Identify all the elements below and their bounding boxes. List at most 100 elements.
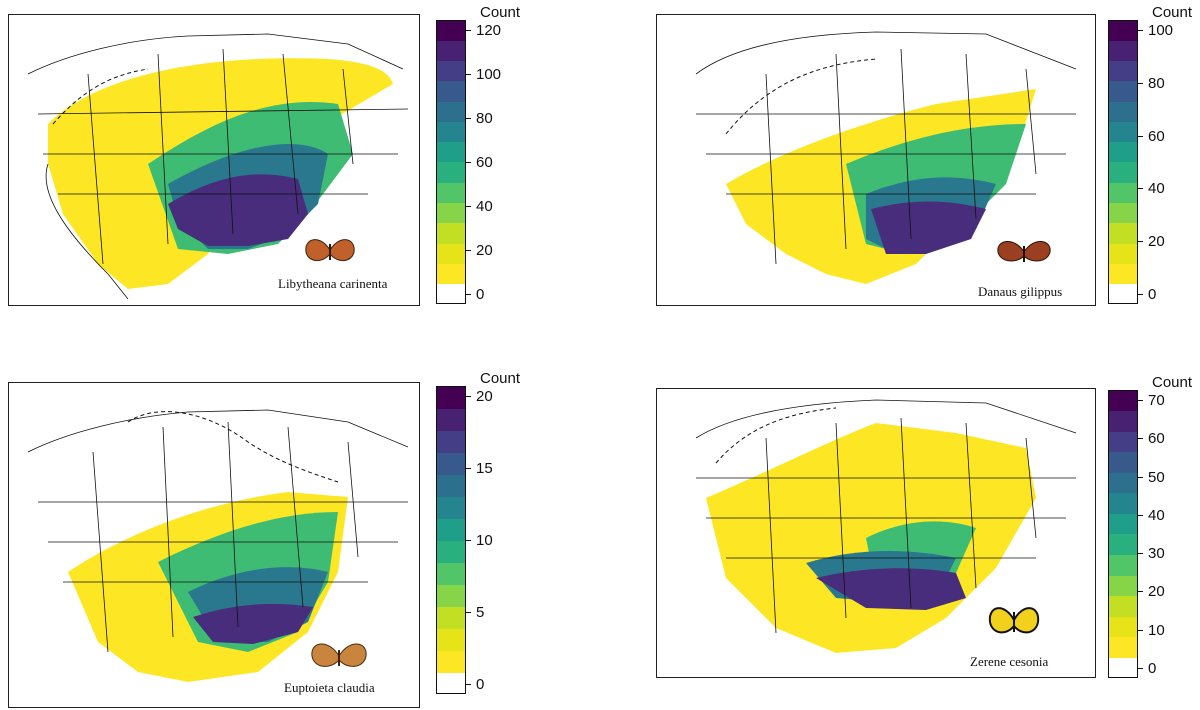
legend-tick-mark: [1138, 629, 1143, 631]
color-bar-segment: [1108, 101, 1138, 122]
legend-tick-label: 30: [1148, 545, 1165, 563]
color-legend-euptoieta: Count 0 5 10 15 20: [436, 370, 566, 696]
color-bar-segment: [436, 650, 466, 673]
legend-tick-label: 40: [476, 198, 493, 215]
species-label: Libytheana carinenta: [276, 276, 390, 292]
state-borders: [27, 409, 409, 653]
legend-tick-label: 40: [1148, 506, 1165, 524]
legend-tick-label: 60: [476, 154, 493, 171]
legend-title: Count: [480, 370, 521, 387]
color-bar-segment: [436, 452, 466, 475]
range-shading: [726, 89, 1036, 284]
color-legend-zerene: Count 0 10 20 30 40 50 60 70: [1108, 374, 1198, 680]
color-bar-segment: [436, 222, 466, 244]
color-bar-segment: [1108, 222, 1138, 244]
color-bar-segment: [436, 162, 466, 183]
legend-tick-mark: [1138, 135, 1143, 137]
state-borders: [27, 33, 409, 300]
color-bar-segment: [436, 540, 466, 563]
legend-tick-mark: [466, 540, 471, 541]
color-bar-frame: [436, 386, 466, 694]
color-bar-segment: [1108, 263, 1138, 285]
state-borders: [695, 31, 1077, 265]
color-bar-segment: [1108, 595, 1138, 617]
map-panel-libytheana: Libytheana carinenta: [8, 14, 420, 306]
color-bar-segment: [1108, 40, 1138, 62]
color-bar-segment: [436, 60, 466, 82]
legend-tick-label: 60: [1148, 127, 1165, 145]
color-bar-segment: [436, 263, 466, 285]
brown-butterfly-icon: [997, 241, 1051, 262]
legend-tick-mark: [466, 30, 471, 31]
color-bar-segment: [1108, 554, 1138, 576]
color-bar-segment: [1108, 575, 1138, 597]
color-bar-segment: [436, 518, 466, 541]
color-bar-segment: [436, 101, 466, 122]
color-bar-segment: [436, 474, 466, 497]
map-panel-euptoieta: Euptoieta claudia: [8, 382, 420, 708]
legend-tick-mark: [466, 684, 471, 685]
legend-tick-mark: [466, 74, 471, 75]
legend-tick-label: 5: [476, 604, 485, 621]
color-bar-segment: [436, 121, 466, 143]
color-bar-segment: [436, 141, 466, 163]
color-bar-segment: [1108, 283, 1138, 305]
legend-tick-mark: [1138, 476, 1143, 478]
legend-tick-mark: [466, 468, 471, 469]
legend-tick-label: 50: [1148, 468, 1165, 486]
color-bar-segment: [1108, 243, 1138, 264]
legend-tick-label: 15: [476, 460, 493, 477]
legend-tick-mark: [1138, 30, 1143, 31]
legend-tick-label: 60: [1148, 430, 1165, 448]
legend-tick-label: 10: [476, 532, 493, 549]
color-bar-segment: [436, 496, 466, 519]
color-bar-segment: [436, 584, 466, 607]
legend-tick-mark: [1138, 668, 1143, 669]
color-bar-segment: [1108, 162, 1138, 183]
migration-boundary: [725, 58, 877, 135]
legend-tick-mark: [1138, 241, 1143, 243]
map-panel-danaus: Danaus gilippus: [656, 14, 1096, 306]
legend-tick-label: 100: [1148, 22, 1174, 39]
color-bar-frame: [1108, 20, 1138, 304]
legend-tick-mark: [1138, 514, 1143, 516]
legend-tick-label: 0: [476, 676, 485, 693]
color-bar-segment: [1108, 80, 1138, 102]
legend-tick-label: 0: [476, 286, 485, 303]
state-borders: [695, 399, 1077, 634]
color-bar-segment: [436, 628, 466, 651]
range-shading: [706, 423, 1036, 653]
color-bar-segment: [1108, 431, 1138, 453]
legend-tick-mark: [1138, 82, 1143, 84]
map-panel-zerene: Zerene cesonia: [656, 388, 1096, 678]
legend-tick-label: 80: [1148, 74, 1165, 92]
species-label: Zerene cesonia: [968, 654, 1051, 670]
color-bar-segment: [436, 40, 466, 62]
color-bar-frame: [436, 20, 466, 304]
legend-tick-label: 120: [476, 22, 502, 39]
legend-title: Count: [1152, 4, 1193, 21]
color-legend-libytheana: Count 0 20 40 60 80 100 120: [436, 4, 566, 305]
legend-tick-mark: [1138, 553, 1143, 555]
legend-tick-label: 40: [1148, 180, 1165, 198]
color-bar-segment: [436, 408, 466, 431]
legend-tick-mark: [466, 118, 471, 119]
color-bar-segment: [1108, 121, 1138, 143]
legend-tick-mark: [1138, 188, 1143, 190]
species-label: Danaus gilippus: [976, 284, 1065, 300]
legend-tick-label: 0: [1148, 286, 1157, 303]
migration-boundary: [52, 68, 149, 125]
legend-tick-mark: [1138, 591, 1143, 593]
legend-tick-label: 20: [1148, 233, 1165, 251]
color-bar-segment: [436, 20, 466, 41]
color-bar-segment: [436, 672, 466, 695]
range-shading: [68, 492, 348, 682]
color-bar-segment: [1108, 534, 1138, 556]
legend-tick-label: 10: [1148, 621, 1165, 639]
color-bar-segment: [436, 562, 466, 585]
color-bar-segment: [1108, 182, 1138, 204]
legend-tick-label: 20: [476, 388, 493, 405]
color-bar-segment: [1108, 616, 1138, 638]
color-bar-segment: [1108, 513, 1138, 535]
color-bar-segment: [1108, 20, 1138, 41]
